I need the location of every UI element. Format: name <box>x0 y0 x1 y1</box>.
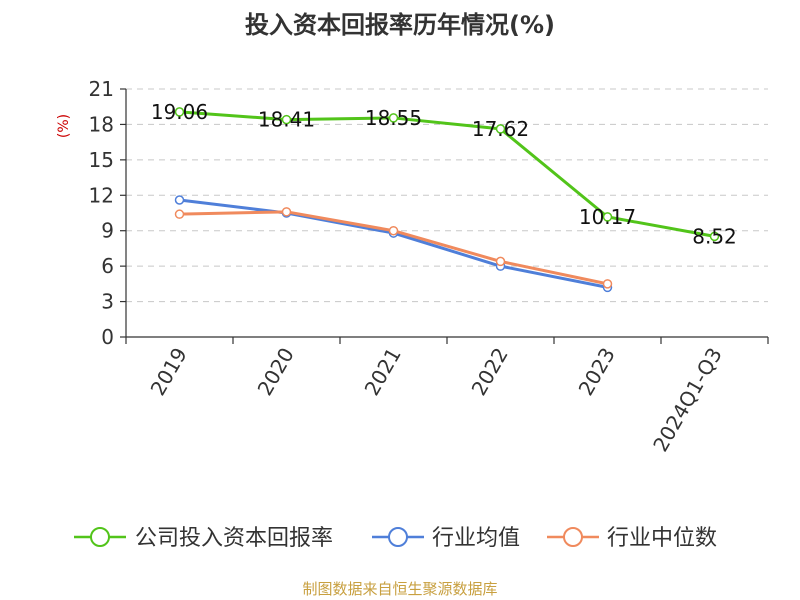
x-tick-label-2019: 2019 <box>146 344 192 400</box>
series-2-point-3 <box>495 256 506 267</box>
series-2-point-4 <box>602 279 613 289</box>
y-tick-label-9: 9 <box>101 219 114 243</box>
data-label-5: 8.52 <box>692 224 737 248</box>
y-tick-label-6: 6 <box>101 254 114 278</box>
series-0-point-5 <box>709 231 720 242</box>
data-labels: 19.06 18.41 18.55 17.62 10.17 8.52 <box>151 100 737 248</box>
series-0-point-2 <box>388 113 399 123</box>
series-0-point-0 <box>174 107 185 117</box>
series-0-point-3 <box>495 124 506 134</box>
data-label-0: 19.06 <box>151 100 208 124</box>
x-tick-label-2020: 2020 <box>253 344 299 400</box>
y-tick-label-3: 3 <box>101 290 114 314</box>
x-tick-label-2024Q1-Q3: 2024Q1-Q3 <box>648 344 727 456</box>
y-tick-label-21: 21 <box>89 77 114 101</box>
series-line-2 <box>179 210 608 286</box>
series-line-0 <box>179 110 715 238</box>
x-tick-label-2021: 2021 <box>360 344 406 400</box>
series-1-point-0 <box>174 195 185 205</box>
legend-marker-2 <box>563 527 583 547</box>
legend-marker-0 <box>90 527 110 547</box>
series-0-point-4 <box>602 212 613 222</box>
y-tick-label-12: 12 <box>89 183 114 207</box>
legend-marker-1 <box>388 527 408 547</box>
source-note: 制图数据来自恒生聚源数据库 <box>302 580 497 598</box>
series-0-point-1 <box>281 114 292 125</box>
legend: 公司投入资本回报率 行业均值 行业中位数 <box>74 526 717 551</box>
legend-label-0: 公司投入资本回报率 <box>135 526 333 551</box>
y-tick-label-0: 0 <box>101 325 114 349</box>
data-label-2: 18.55 <box>365 106 422 130</box>
data-label-3: 17.62 <box>472 117 529 141</box>
y-tick-label-15: 15 <box>89 148 114 172</box>
chart-title: 投入资本回报率历年情况(%) <box>245 11 555 39</box>
series-lines <box>174 107 720 293</box>
series-2-point-1 <box>281 207 292 217</box>
legend-label-2: 行业中位数 <box>607 526 717 551</box>
legend-label-1: 行业均值 <box>432 526 520 551</box>
x-tick-label-2022: 2022 <box>467 344 513 400</box>
grid-lines <box>126 88 768 303</box>
series-2-point-2 <box>388 225 399 236</box>
y-tick-label-18: 18 <box>89 112 114 136</box>
data-label-1: 18.41 <box>258 108 315 132</box>
x-tick-label-2023: 2023 <box>574 344 620 400</box>
data-label-4: 10.17 <box>579 205 636 229</box>
series-2-point-0 <box>174 209 185 219</box>
y-axis-label: (%) <box>56 114 72 138</box>
